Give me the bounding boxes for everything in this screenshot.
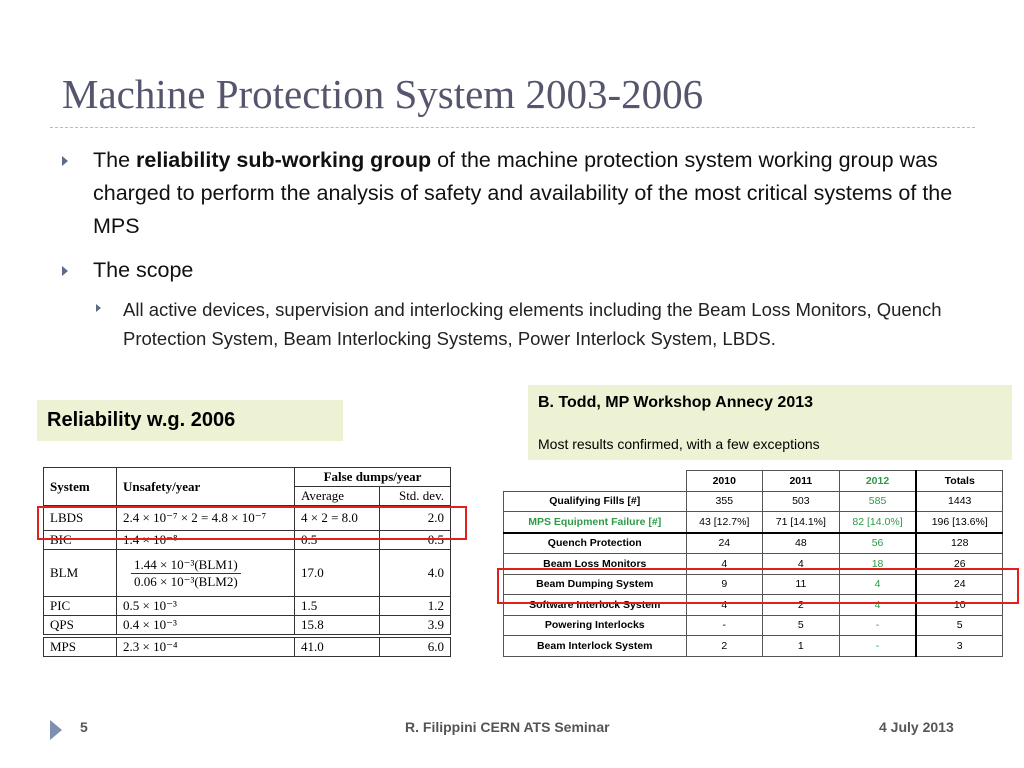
table-row: MPS Equipment Failure [#] 43 [12.7%] 71 [1…	[503, 511, 1004, 533]
table-cell: 0.5 × 10⁻³	[116, 596, 295, 616]
header-cell: 2011	[762, 470, 840, 492]
slide-title: Machine Protection System 2003-2006	[62, 71, 704, 117]
bullet-marker	[62, 266, 68, 276]
header-cell: Totals	[915, 470, 1004, 492]
table-row: QPS 0.4 × 10⁻³ 15.8 3.9	[43, 615, 451, 637]
table-cell: 1.2	[379, 596, 451, 616]
footer-center: R. Filippini CERN ATS Seminar	[405, 719, 610, 735]
table-cell: PIC	[43, 596, 117, 616]
table-cell: 585	[838, 490, 917, 512]
table-cell: -	[685, 614, 764, 636]
table-row: Beam Interlock System 2 1-3	[503, 635, 1004, 657]
corner-cell	[504, 471, 687, 492]
table-cell: 5	[915, 614, 1004, 636]
bullet: The reliability sub-working group of the…	[93, 144, 973, 243]
table-cell: 24	[685, 531, 764, 554]
fraction-cell: 1.44 × 10⁻³(BLM1) 0.06 × 10⁻³(BLM2)	[116, 549, 295, 597]
sub-bullet-marker	[96, 304, 101, 312]
table-cell: 41.0	[293, 634, 381, 657]
table-cell: MPS	[43, 634, 117, 657]
table-cell: 1	[762, 635, 840, 657]
table-cell: 1443	[915, 490, 1004, 512]
table-cell: 2.3 × 10⁻⁴	[116, 634, 295, 657]
fraction: 1.44 × 10⁻³(BLM1) 0.06 × 10⁻³(BLM2)	[123, 557, 241, 590]
row-label: Beam Interlock System	[503, 635, 687, 657]
table-cell: 48	[762, 531, 840, 554]
title-rule	[50, 127, 975, 128]
row-label: Powering Interlocks	[503, 614, 687, 636]
table-cell: 17.0	[293, 549, 381, 597]
page-number: 5	[80, 719, 88, 735]
bullet-marker	[62, 156, 68, 166]
box-label: Reliability w.g. 2006	[47, 409, 236, 431]
table-cell: 355	[685, 490, 764, 512]
table-cell: 71 [14.1%]	[762, 511, 840, 533]
bold-text: reliability sub-working group	[136, 148, 432, 172]
table-cell: BLM	[43, 549, 117, 597]
table-cell: 3	[915, 635, 1004, 657]
header-cell: 2010	[685, 470, 764, 492]
table-cell: 1.5	[293, 596, 381, 616]
table-cell: 4.0	[379, 549, 451, 597]
footer-date: 4 July 2013	[879, 719, 954, 735]
table-row: Software Interlock System 4 2 4 10	[503, 594, 1004, 616]
table-row: Quench Protection 24 48 56 128	[503, 531, 1004, 554]
row-label: Quench Protection	[503, 531, 687, 554]
bullet: The scope	[93, 258, 194, 282]
header-row: 2010 2011 2012 Totals	[504, 470, 1004, 492]
table-cell: 0.4 × 10⁻³	[116, 615, 295, 637]
text: of the machine protection system working…	[93, 148, 953, 238]
note: Most results confirmed, with a few excep…	[538, 436, 820, 452]
text: The	[93, 148, 137, 172]
table-cell: 15.8	[293, 615, 381, 637]
header-row: System Unsafety/year False dumps/year	[43, 467, 451, 506]
table-cell: 56	[838, 531, 917, 554]
table-row: BLM 1.44 × 10⁻³(BLM1) 0.06 × 10⁻³(BLM2) 17.…	[43, 549, 451, 597]
table-row: BIC 1.4 × 10⁻⁸ 0.5 0.5	[43, 530, 451, 550]
table-cell: 128	[915, 531, 1004, 554]
source: B. Todd, MP Workshop Annecy 2013	[538, 394, 814, 411]
header-cell: Unsafety/year	[116, 467, 295, 506]
row-label: Beam Dumping System	[503, 573, 687, 595]
reliability-table-2006: System Unsafety/year False dumps/year Avera…	[43, 467, 451, 657]
header-cell: System	[43, 467, 117, 506]
highlight	[37, 506, 467, 540]
table-row: Powering Interlocks -5-5	[503, 614, 1004, 636]
table-row: Beam Dumping System 9 11 4 24	[503, 573, 1004, 595]
table-cell: 196 [13.6%]	[915, 511, 1004, 533]
table-cell: 2	[685, 635, 764, 657]
footer-marker	[50, 720, 62, 740]
subheader-cell: Std. dev.	[379, 486, 451, 506]
table-row: PIC 0.5 × 10⁻³ 1.5 1.2	[43, 596, 451, 616]
table-cell: -	[838, 635, 917, 657]
table-cell: 5	[762, 614, 840, 636]
failure-table-2013: 2010 2011 2012 Totals Qualifying Fills [#] 35…	[503, 470, 1004, 657]
table-row: MPS 2.3 × 10⁻⁴ 41.0 6.0	[43, 634, 451, 657]
label-box: Reliability w.g. 2006	[37, 400, 343, 441]
highlight	[497, 568, 1019, 604]
table-cell: 503	[762, 490, 840, 512]
table-row: Qualifying Fills [#] 355 503 585 1443	[503, 490, 1004, 512]
table-cell: -	[838, 614, 917, 636]
table-cell: 43 [12.7%]	[685, 511, 764, 533]
table-cell: LBDS	[43, 505, 117, 531]
table-cell: QPS	[43, 615, 117, 637]
numerator: 1.44 × 10⁻³(BLM1)	[131, 557, 241, 574]
row-label: MPS Equipment Failure [#]	[503, 511, 687, 533]
header-cell: False dumps/year	[294, 467, 451, 487]
table-cell: 6.0	[379, 634, 451, 657]
subheader-row: Average Std. dev.	[44, 486, 451, 506]
subheader-cell: Average	[293, 486, 381, 506]
sub-bullet: All active devices, supervision and inte…	[123, 299, 942, 349]
row-label: Qualifying Fills [#]	[503, 490, 687, 512]
denominator: 0.06 × 10⁻³(BLM2)	[134, 573, 238, 589]
table-cell: 3.9	[379, 615, 451, 637]
source-box: B. Todd, MP Workshop Annecy 2013 Most re…	[528, 385, 1012, 460]
header-cell: 2012	[838, 470, 917, 492]
table-cell: 82 [14.0%]	[838, 511, 917, 533]
